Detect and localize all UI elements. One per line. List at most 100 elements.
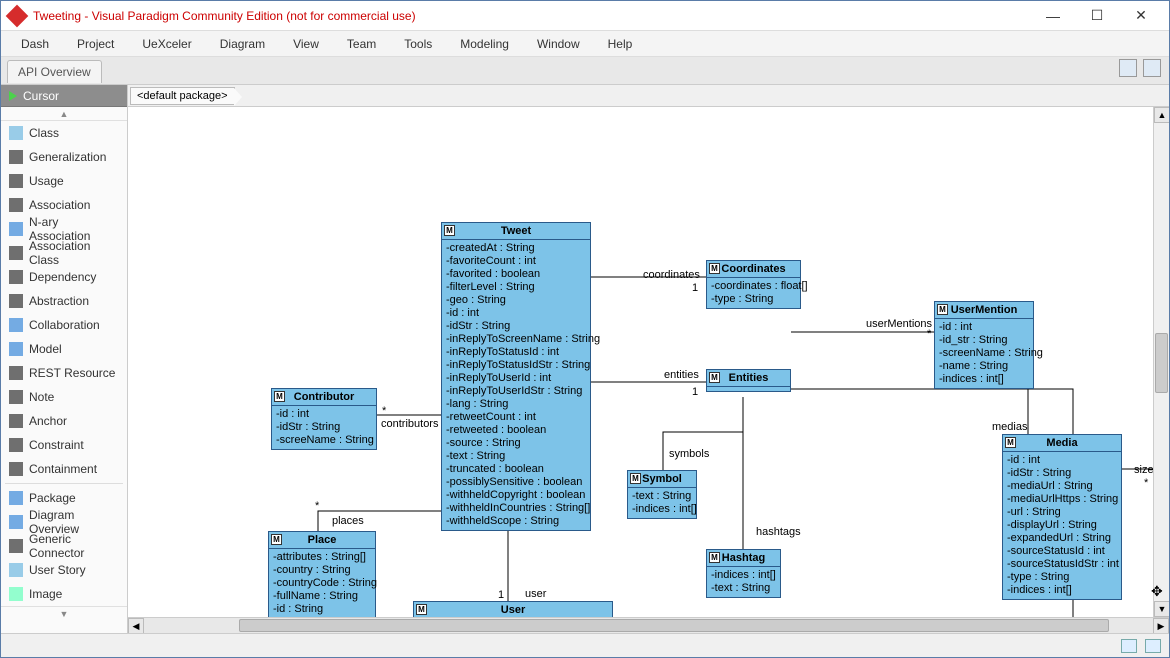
palette-note[interactable]: Note [1,385,127,409]
vscroll-track[interactable] [1154,123,1169,601]
menu-project[interactable]: Project [63,33,128,55]
palette-constraint[interactable]: Constraint [1,433,127,457]
association-label[interactable]: 1 [692,282,698,294]
palette-anchor[interactable]: Anchor [1,409,127,433]
association-label[interactable]: 1 [692,386,698,398]
body: Cursor ▲ ClassGeneralizationUsageAssocia… [1,85,1169,633]
association-label[interactable]: medias [992,421,1027,433]
palette-usage[interactable]: Usage [1,169,127,193]
palette-item-label: Package [29,491,76,505]
palette-rest-resource[interactable]: REST Resource [1,361,127,385]
tab-api-overview[interactable]: API Overview [7,60,102,83]
palette-diagram-overview[interactable]: Diagram Overview [1,510,127,534]
menu-tools[interactable]: Tools [390,33,446,55]
attribute-row: -inReplyToStatusIdStr : String [446,359,586,372]
palette-scroll-down[interactable]: ▼ [1,606,127,620]
palette-n-ary-association[interactable]: N-ary Association [1,217,127,241]
attribute-row: -text : String [711,582,776,595]
palette-association-class[interactable]: Association Class [1,241,127,265]
menu-team[interactable]: Team [333,33,390,55]
palette-item-label: Collaboration [29,318,100,332]
association-label[interactable]: entities [664,369,699,381]
attribute-row: -indices : int[] [632,503,692,516]
window-title: Tweeting - Visual Paradigm Community Edi… [33,9,1033,23]
vertical-scrollbar[interactable]: ▲ ▼ [1153,107,1169,617]
vscroll-thumb[interactable] [1155,333,1168,393]
palette-model[interactable]: Model [1,337,127,361]
cursor-icon [9,91,17,101]
horizontal-scrollbar[interactable]: ◀ ▶ [128,617,1169,633]
diagram-canvas[interactable]: MTweet-createdAt : String-favoriteCount … [128,107,1169,617]
attribute-row: -idStr : String [446,320,586,333]
palette-abstraction[interactable]: Abstraction [1,289,127,313]
association-label[interactable]: places [332,515,364,527]
association-label[interactable]: hashtags [756,526,801,538]
palette-separator [5,483,123,484]
hscroll-left[interactable]: ◀ [128,618,144,634]
anchor-icon [9,414,23,428]
note-icon[interactable] [1145,639,1161,653]
class-title: MContributor [272,389,376,406]
palette-cursor-tool[interactable]: Cursor [1,85,127,107]
association-label[interactable]: userMentions [866,318,932,330]
pan-icon[interactable]: ✥ [1151,583,1167,599]
menu-modeling[interactable]: Modeling [446,33,523,55]
class-usermention[interactable]: MUserMention-id : int-id_str : String-sc… [934,301,1034,389]
palette-item-label: Abstraction [29,294,89,308]
attribute-row: -filterLevel : String [446,281,586,294]
mail-icon[interactable] [1121,639,1137,653]
hscroll-track[interactable] [144,618,1153,633]
palette-user-story[interactable]: User Story [1,558,127,582]
association-label[interactable]: contributors [381,418,438,430]
association-label[interactable]: 1 [498,589,504,601]
class-tweet[interactable]: MTweet-createdAt : String-favoriteCount … [441,222,591,531]
association-label[interactable]: * [382,405,386,417]
attribute-row: -withheldInCountries : String[] [446,502,586,515]
vscroll-up[interactable]: ▲ [1154,107,1169,123]
menu-view[interactable]: View [279,33,333,55]
breadcrumb-package[interactable]: <default package> [130,87,235,105]
attribute-row: -indices : int[] [939,373,1029,386]
palette-dependency[interactable]: Dependency [1,265,127,289]
layout-icon[interactable] [1119,59,1137,77]
palette-image[interactable]: Image [1,582,127,606]
class-hashtag[interactable]: MHashtag-indices : int[]-text : String [706,549,781,598]
vscroll-down[interactable]: ▼ [1154,601,1169,617]
class-place[interactable]: MPlace-attributes : String[]-country : S… [268,531,376,617]
hscroll-right[interactable]: ▶ [1153,618,1169,634]
palette-association[interactable]: Association [1,193,127,217]
palette-scroll-up[interactable]: ▲ [1,107,127,121]
diagram-viewport[interactable]: MTweet-createdAt : String-favoriteCount … [128,107,1169,617]
attribute-row: -countryCode : String [273,577,371,590]
palette-class[interactable]: Class [1,121,127,145]
class-user[interactable]: MUser-contributorsEnabled : boolean-crea… [413,601,613,617]
menu-dash[interactable]: Dash [7,33,63,55]
palette-generic-connector[interactable]: Generic Connector [1,534,127,558]
class-entities[interactable]: MEntities [706,369,791,392]
menu-diagram[interactable]: Diagram [206,33,279,55]
close-button[interactable]: ✕ [1121,2,1161,30]
minimize-button[interactable]: — [1033,2,1073,30]
class-symbol[interactable]: MSymbol-text : String-indices : int[] [627,470,697,519]
association-label[interactable]: coordinates [643,269,700,281]
menu-uexceler[interactable]: UeXceler [128,33,205,55]
association-label[interactable]: * [927,328,931,340]
class-media[interactable]: MMedia-id : int-idStr : String-mediaUrl … [1002,434,1122,600]
class-coordinates[interactable]: MCoordinates-coordinates : float[]-type … [706,260,801,309]
palette-generalization[interactable]: Generalization [1,145,127,169]
attribute-row: -withheldCopyright : boolean [446,489,586,502]
dependency-icon [9,270,23,284]
menu-help[interactable]: Help [594,33,647,55]
maximize-button[interactable]: ☐ [1077,2,1117,30]
menu-window[interactable]: Window [523,33,594,55]
class-contributor[interactable]: MContributor-id : int-idStr : String-scr… [271,388,377,450]
association-label[interactable]: * [315,500,319,512]
association-label[interactable]: symbols [669,448,709,460]
hscroll-thumb[interactable] [239,619,1109,632]
palette-package[interactable]: Package [1,486,127,510]
view-icon[interactable] [1143,59,1161,77]
association-label[interactable]: user [525,588,546,600]
palette-collaboration[interactable]: Collaboration [1,313,127,337]
association-label[interactable]: * [1144,477,1148,489]
palette-containment[interactable]: Containment [1,457,127,481]
